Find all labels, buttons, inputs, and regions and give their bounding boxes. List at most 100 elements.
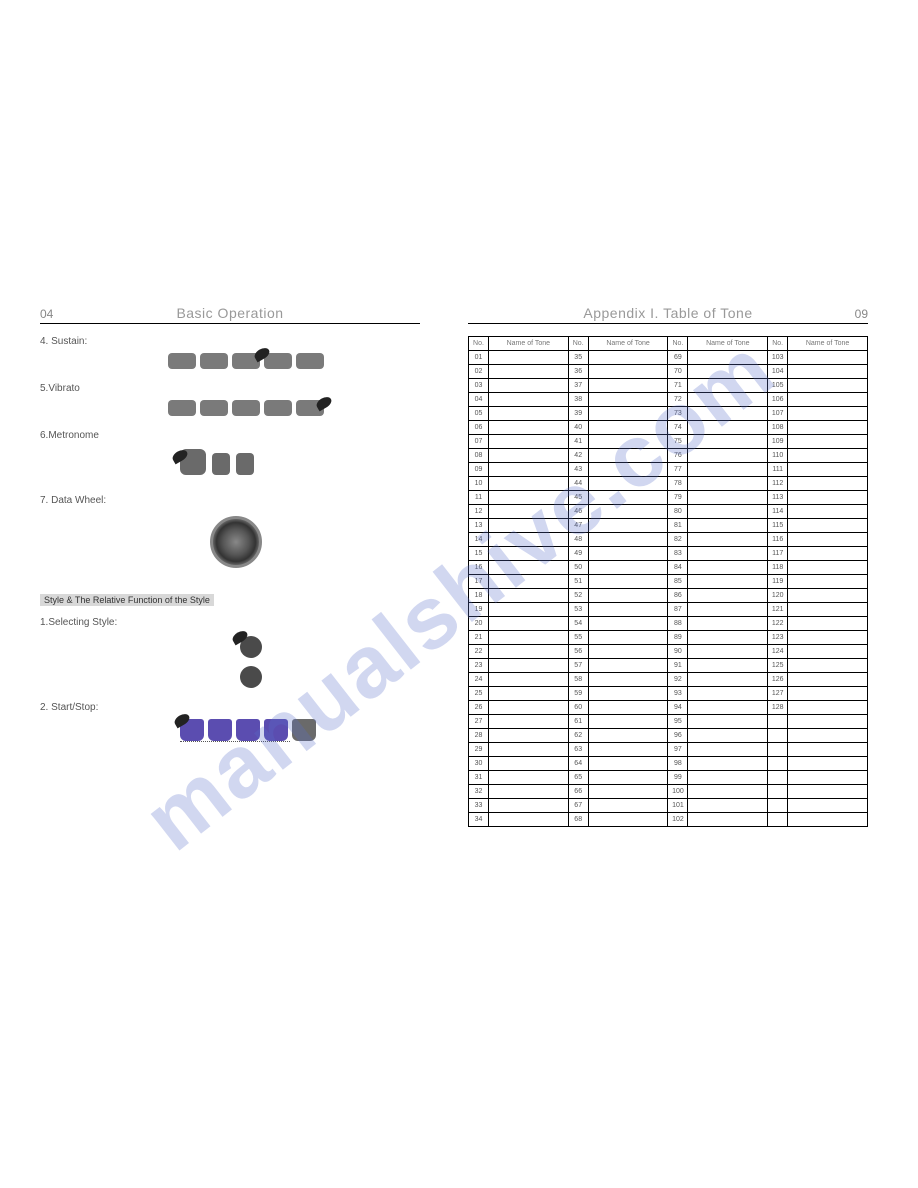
cell-name bbox=[688, 603, 768, 617]
cell-no: 08 bbox=[469, 449, 489, 463]
button-icon bbox=[264, 400, 292, 416]
col-name: Name of Tone bbox=[788, 337, 868, 351]
cell-name bbox=[588, 491, 668, 505]
cell-name bbox=[788, 799, 868, 813]
button-icon bbox=[200, 400, 228, 416]
cell-no: 55 bbox=[568, 631, 588, 645]
cell-no: 96 bbox=[668, 729, 688, 743]
table-row: 215589123 bbox=[469, 631, 868, 645]
table-row: 3468102 bbox=[469, 813, 868, 827]
cell-name bbox=[688, 729, 768, 743]
tone-table: No. Name of Tone No. Name of Tone No. Na… bbox=[468, 336, 868, 827]
right-header: Appendix I. Table of Tone 09 bbox=[468, 305, 868, 324]
cell-name bbox=[488, 645, 568, 659]
table-row: 114579113 bbox=[469, 491, 868, 505]
cell-no: 120 bbox=[768, 589, 788, 603]
cell-no: 118 bbox=[768, 561, 788, 575]
cell-no: 80 bbox=[668, 505, 688, 519]
cell-no: 11 bbox=[469, 491, 489, 505]
dot-icon bbox=[240, 666, 262, 688]
cell-name bbox=[488, 463, 568, 477]
table-row: 023670104 bbox=[469, 365, 868, 379]
cell-no: 60 bbox=[568, 701, 588, 715]
cell-no: 124 bbox=[768, 645, 788, 659]
cell-no: 106 bbox=[768, 393, 788, 407]
left-page-number: 04 bbox=[40, 307, 74, 321]
cell-name bbox=[688, 421, 768, 435]
cell-no: 03 bbox=[469, 379, 489, 393]
table-row: 225690124 bbox=[469, 645, 868, 659]
left-page-title: Basic Operation bbox=[74, 305, 386, 321]
cell-name bbox=[488, 561, 568, 575]
cell-no: 45 bbox=[568, 491, 588, 505]
cell-no: 117 bbox=[768, 547, 788, 561]
cell-name bbox=[588, 561, 668, 575]
cell-no: 70 bbox=[668, 365, 688, 379]
cell-no: 40 bbox=[568, 421, 588, 435]
col-name: Name of Tone bbox=[688, 337, 768, 351]
cell-name bbox=[688, 659, 768, 673]
cell-name bbox=[588, 519, 668, 533]
cell-name bbox=[488, 449, 568, 463]
cell-no: 82 bbox=[668, 533, 688, 547]
cell-name bbox=[788, 715, 868, 729]
button-icon bbox=[168, 353, 196, 369]
cell-name bbox=[588, 701, 668, 715]
cell-name bbox=[788, 771, 868, 785]
cell-name bbox=[488, 407, 568, 421]
cell-no: 57 bbox=[568, 659, 588, 673]
cell-name bbox=[588, 799, 668, 813]
cell-name bbox=[688, 477, 768, 491]
start-stop-buttons bbox=[180, 719, 420, 741]
table-row: 175185119 bbox=[469, 575, 868, 589]
cell-no: 05 bbox=[469, 407, 489, 421]
cell-name bbox=[788, 407, 868, 421]
cell-no: 29 bbox=[469, 743, 489, 757]
cell-no: 78 bbox=[668, 477, 688, 491]
cell-no: 108 bbox=[768, 421, 788, 435]
cell-no: 113 bbox=[768, 491, 788, 505]
cell-no: 85 bbox=[668, 575, 688, 589]
table-row: 094377111 bbox=[469, 463, 868, 477]
cell-no: 21 bbox=[469, 631, 489, 645]
cell-name bbox=[688, 785, 768, 799]
cell-name bbox=[488, 365, 568, 379]
cell-name bbox=[488, 659, 568, 673]
cell-name bbox=[588, 421, 668, 435]
cell-no: 49 bbox=[568, 547, 588, 561]
cell-name bbox=[688, 673, 768, 687]
cell-name bbox=[488, 351, 568, 365]
cell-name bbox=[488, 687, 568, 701]
cell-no bbox=[768, 799, 788, 813]
button-icon bbox=[292, 719, 316, 741]
cell-no bbox=[768, 743, 788, 757]
cell-no: 125 bbox=[768, 659, 788, 673]
cell-no: 128 bbox=[768, 701, 788, 715]
cell-name bbox=[588, 813, 668, 827]
cell-no: 123 bbox=[768, 631, 788, 645]
button-icon bbox=[232, 400, 260, 416]
cell-name bbox=[588, 449, 668, 463]
cell-name bbox=[488, 715, 568, 729]
table-row: 084276110 bbox=[469, 449, 868, 463]
cell-name bbox=[688, 533, 768, 547]
cell-no: 109 bbox=[768, 435, 788, 449]
cell-name bbox=[588, 785, 668, 799]
cell-name bbox=[488, 673, 568, 687]
table-row: 185286120 bbox=[469, 589, 868, 603]
cell-name bbox=[688, 561, 768, 575]
cell-no: 103 bbox=[768, 351, 788, 365]
cell-no: 88 bbox=[668, 617, 688, 631]
cell-name bbox=[488, 813, 568, 827]
cell-name bbox=[588, 393, 668, 407]
table-row: 053973107 bbox=[469, 407, 868, 421]
cell-no: 71 bbox=[668, 379, 688, 393]
cell-name bbox=[788, 743, 868, 757]
cell-name bbox=[488, 435, 568, 449]
cell-name bbox=[488, 393, 568, 407]
cell-name bbox=[788, 785, 868, 799]
cell-no: 39 bbox=[568, 407, 588, 421]
cell-no: 86 bbox=[668, 589, 688, 603]
cell-name bbox=[588, 645, 668, 659]
cell-no: 63 bbox=[568, 743, 588, 757]
